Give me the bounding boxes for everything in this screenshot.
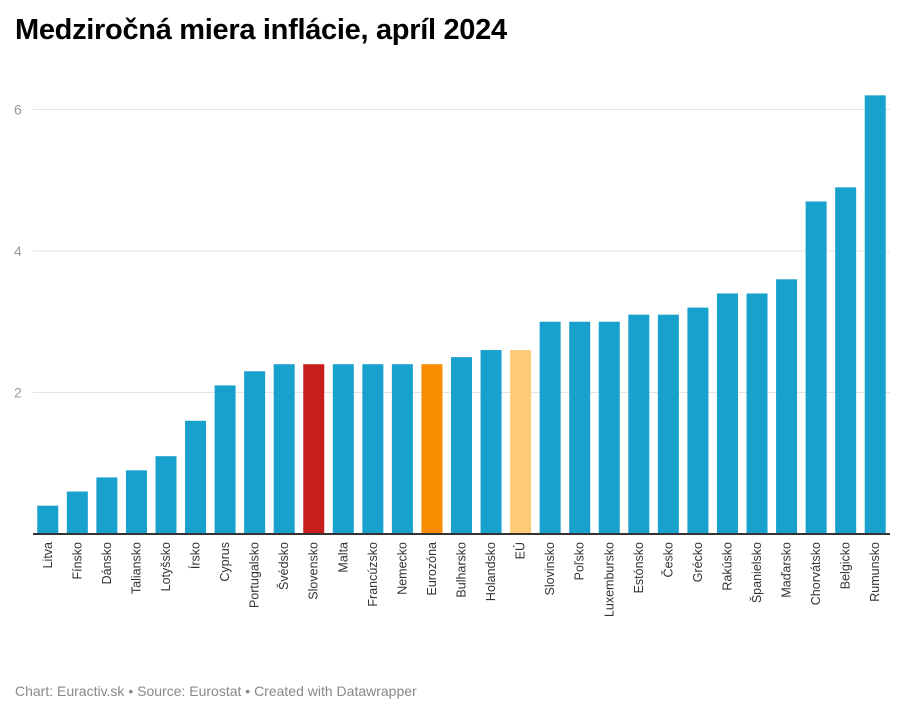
x-tick-label: EÚ [513, 542, 528, 559]
x-tick-label: Estónsko [632, 542, 646, 593]
bar [37, 505, 59, 534]
bar [746, 293, 768, 534]
y-tick-label: 6 [14, 102, 22, 118]
x-tick-label: Fínsko [70, 542, 84, 580]
x-tick-label: Česko [660, 542, 675, 577]
bar [303, 364, 325, 534]
x-tick-label: Rumunsko [868, 542, 882, 602]
bar [776, 279, 798, 534]
bar [273, 364, 295, 534]
x-tick-label: Írsko [188, 542, 203, 569]
bar [66, 491, 88, 534]
x-tick-label: Slovinsko [543, 542, 557, 596]
x-tick-label: Cyprus [218, 542, 232, 582]
x-tick-label: Slovensko [307, 542, 321, 600]
x-tick-label: Eurozóna [425, 542, 439, 596]
x-tick-label: Švédsko [276, 542, 291, 590]
bar [628, 314, 650, 534]
x-tick-label: Litva [41, 542, 55, 568]
x-tick-label: Malta [336, 542, 350, 573]
bar [805, 201, 827, 534]
x-tick-label: Poľsko [573, 542, 587, 580]
x-tick-label: Bulharsko [455, 542, 469, 598]
x-tick-label: Taliansko [129, 542, 143, 594]
x-tick-label: Luxembursko [602, 542, 616, 617]
bar [716, 293, 738, 534]
x-tick-label: Rakúsko [720, 542, 734, 591]
x-tick-label: Francúzsko [366, 542, 380, 607]
bar [539, 321, 561, 534]
bar [569, 321, 591, 534]
bar [864, 95, 886, 534]
bar [480, 350, 502, 534]
x-tick-label: Portugalsko [248, 542, 262, 608]
bar [835, 187, 857, 534]
bar [96, 477, 118, 534]
bar [185, 420, 207, 534]
bar [421, 364, 443, 534]
x-tick-label: Maďarsko [780, 542, 794, 598]
bar [598, 321, 620, 534]
bar [657, 314, 679, 534]
x-tick-label: Belgicko [839, 542, 853, 589]
bar [391, 364, 413, 534]
x-tick-label: Španielsko [749, 542, 764, 603]
bar [332, 364, 354, 534]
bar [687, 307, 709, 534]
bar [451, 357, 472, 534]
x-tick-label: Nemecko [395, 542, 409, 595]
bar [155, 456, 177, 534]
bar [214, 385, 236, 534]
bar [244, 371, 266, 534]
x-tick-label: Chorvátsko [809, 542, 823, 605]
chart-title: Medziročná miera inflácie, apríl 2024 [15, 14, 507, 46]
bar [125, 470, 147, 534]
bar [362, 364, 384, 534]
x-tick-label: Grécko [691, 542, 705, 582]
x-tick-label: Lotyšsko [159, 542, 173, 591]
bar [510, 350, 532, 534]
x-tick-label: Dánsko [100, 542, 114, 584]
y-tick-label: 4 [14, 243, 22, 259]
y-tick-label: 2 [14, 385, 22, 401]
chart-footer: Chart: Euractiv.sk • Source: Eurostat • … [15, 683, 417, 699]
x-tick-label: Holandsko [484, 542, 498, 601]
